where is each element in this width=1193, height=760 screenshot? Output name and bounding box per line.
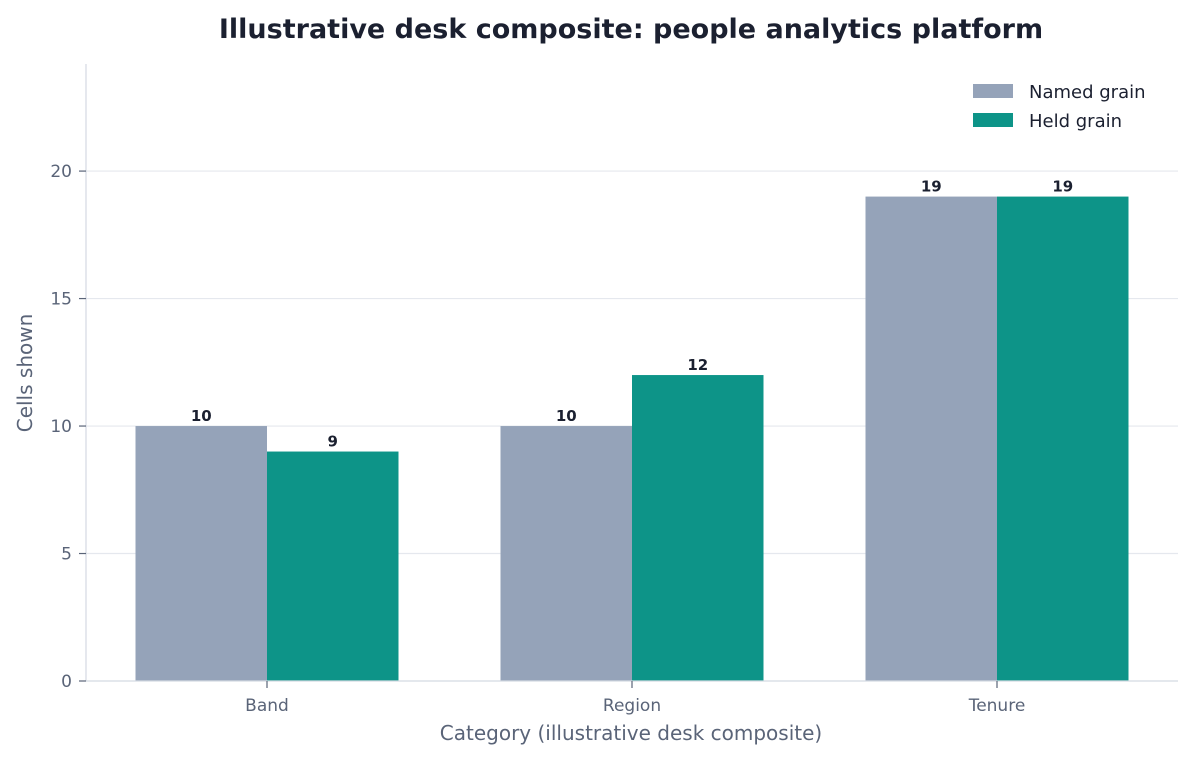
x-axis-ticks: Band Region Tenure (245, 681, 1025, 716)
bar (135, 426, 267, 681)
legend: Named grain Held grain (973, 82, 1146, 132)
bar (267, 451, 399, 681)
chart-title: Illustrative desk composite: people anal… (219, 14, 1043, 45)
data-labels: 10 9 10 12 19 19 (191, 178, 1073, 451)
y-axis-label: Cells shown (13, 314, 37, 433)
data-label: 10 (191, 407, 212, 425)
legend-swatch (973, 84, 1013, 98)
data-label: 10 (556, 407, 577, 425)
data-label: 12 (687, 356, 708, 374)
y-tick-label: 20 (50, 162, 72, 182)
y-tick-label: 5 (61, 545, 72, 565)
legend-label: Held grain (1029, 111, 1122, 132)
data-label: 19 (1052, 178, 1073, 196)
bar (997, 196, 1129, 682)
y-tick-label: 0 (61, 672, 72, 692)
y-axis-ticks: 0 5 10 15 20 (50, 162, 86, 692)
bar (865, 196, 997, 682)
legend-swatch (973, 113, 1013, 127)
bar (632, 375, 764, 681)
bars (135, 196, 1129, 682)
x-tick-label: Region (603, 696, 661, 716)
y-tick-label: 10 (50, 417, 72, 437)
x-axis-label: Category (illustrative desk composite) (440, 721, 822, 745)
data-label: 19 (921, 178, 942, 196)
x-tick-label: Tenure (968, 696, 1026, 716)
bar (500, 426, 632, 681)
x-tick-label: Band (245, 696, 289, 716)
y-tick-label: 15 (50, 290, 72, 310)
legend-label: Named grain (1029, 82, 1146, 103)
data-label: 9 (328, 433, 338, 451)
